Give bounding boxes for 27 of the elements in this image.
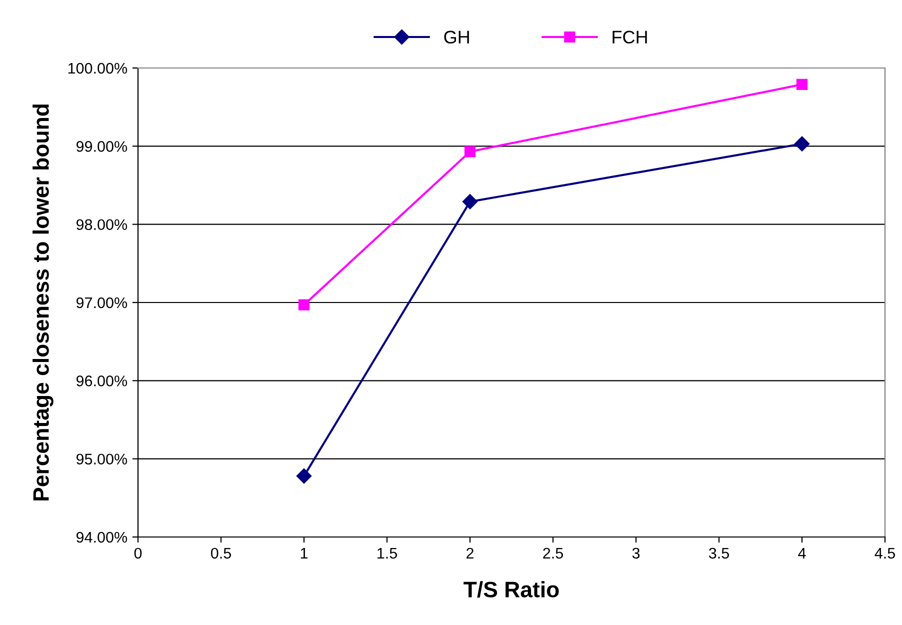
x-tick-label: 0.5 [210,548,231,559]
x-tick-label: 2 [466,548,474,558]
y-tick-label: 97.00% [76,297,128,308]
y-tick-label: 98.00% [76,219,128,230]
point [298,299,310,310]
x-tick-label: 4 [798,548,806,558]
x-tick-label: 1.5 [378,548,397,559]
point [462,194,478,210]
y-tick-label: 96.00% [76,376,128,386]
x-tick-label: 1 [300,548,308,558]
x-tick-label: 3.5 [708,548,729,559]
legend-label: FCH [612,30,647,44]
legend-label: GH [444,30,469,44]
point [296,468,312,484]
point [796,78,808,90]
x-tick-label: 2.5 [543,548,563,559]
x-tick-label: 4.5 [874,548,895,559]
x-axis-title: T/S Ratio [464,581,559,598]
x-tick-label: 3 [632,548,640,559]
y-tick-label: 94.00% [76,532,128,543]
y-axis-title: Percentage closeness to lower bound [32,104,54,500]
point [464,146,476,158]
x-tick-label: 0 [134,548,142,559]
y-tick-label: 95.00% [76,454,128,465]
point [794,136,810,152]
y-tick-label: 100.00% [68,62,128,74]
y-tick-label: 99.00% [76,141,128,152]
